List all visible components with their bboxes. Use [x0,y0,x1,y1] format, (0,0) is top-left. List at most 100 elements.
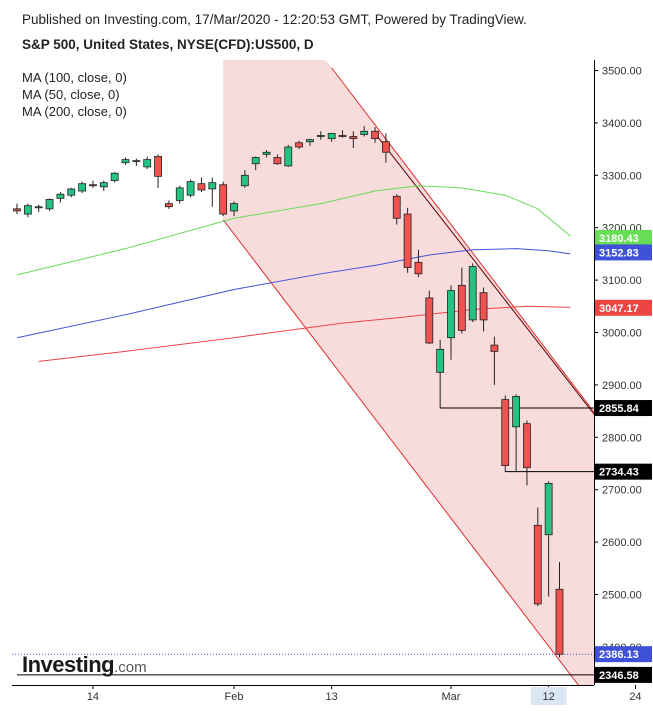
candle-10 [121,157,130,165]
candle-body [89,184,97,187]
price-tag-bg [595,229,652,246]
candle-body [338,135,347,137]
candle-5 [67,187,76,198]
channel-fill [223,60,594,685]
candle-32 [360,126,369,137]
candle-41 [457,267,466,334]
ma-line-1 [16,248,571,339]
candle-38 [425,290,434,345]
ma-line-0 [16,185,571,276]
price-tag-label: 3047.17 [599,303,639,315]
candle-22 [251,156,260,171]
y-tick-label: 3300.00 [602,170,642,182]
y-tick-label: 3100.00 [602,275,642,287]
candle-0 [13,203,21,215]
price-tag-bg [595,299,652,316]
candle-body [403,213,412,268]
candle-body [121,159,130,164]
candle-25 [284,144,293,167]
y-tick-label: 2500.00 [602,590,642,602]
candle-body [186,181,195,196]
price-tag: 2386.13 [595,646,652,663]
legend-ma200: MA (200, close, 0) [22,104,127,119]
x-tick-label: 24 [629,691,641,703]
published-note: Published on Investing.com, 17/Mar/2020 … [22,12,527,27]
candle-body [349,136,358,140]
candle-40 [447,285,455,360]
candle-34 [381,133,390,163]
x-tick-label: 12 [543,691,555,703]
x-tick-label: 14 [87,691,99,703]
candle-24 [273,154,282,165]
candle-body [154,156,162,177]
price-tag: 3152.83 [595,244,652,261]
y-tick-label: 2600.00 [602,537,642,549]
candle-body [273,157,282,165]
candle-7 [89,180,97,188]
plot-area [12,60,594,685]
price-tag-label: 2346.58 [599,670,639,682]
candle-body [436,348,445,373]
x-highlight-bg [530,687,567,705]
candle-4 [56,192,65,203]
candle-45 [501,395,510,472]
price-tag-bg [595,646,652,663]
candle-28 [316,131,325,140]
candle-42 [468,263,477,323]
candle-body [175,187,184,201]
price-tag: 3180.43 [595,229,652,246]
candle-body [56,193,65,199]
candle-body [34,206,43,209]
y-tick-label: 3400.00 [602,118,642,130]
candle-18 [208,177,217,207]
price-tag-bg [595,400,652,417]
price-tag-bg [595,666,652,683]
legend-ma100: MA (100, close, 0) [22,70,127,85]
price-tag-label: 3152.83 [599,247,639,259]
candle-body [544,483,553,536]
candle-body [251,157,260,165]
candle-body [501,399,510,466]
candle-body [99,182,108,188]
candle-body [164,203,173,208]
candle-30 [338,130,347,138]
candle-body [208,182,217,190]
x-tick-label: 13 [326,691,338,703]
y-tick-label: 3000.00 [602,328,642,340]
price-tag-label: 3180.43 [599,233,639,245]
candle-body [197,183,206,191]
candle-19 [219,181,228,217]
candle-17 [197,177,206,193]
candle-body [295,142,304,148]
candle-14 [164,200,173,209]
resistance-trendline [374,133,594,415]
candle-body [468,266,477,321]
candle-body [381,141,390,153]
price-tag: 2855.84 [595,400,652,417]
legend-ma50: MA (50, close, 0) [22,87,120,102]
candle-33 [371,127,379,143]
candle-body [67,188,76,196]
candle-35 [392,194,401,225]
candle-39 [436,339,445,408]
candle-body [425,297,434,344]
candle-20 [230,201,238,217]
price-tag-label: 2855.84 [599,403,640,415]
candle-body [219,184,228,215]
candle-body [555,588,564,655]
candle-body [414,261,423,275]
candle-16 [186,179,195,198]
candle-11 [132,158,141,166]
candle-body [45,199,54,210]
candle-body [360,130,369,135]
candle-body [512,396,520,428]
candle-body [327,132,336,140]
candle-27 [306,138,314,146]
price-tag: 2346.58 [595,666,652,683]
candle-43 [479,287,488,332]
price-tag: 2734.43 [595,463,652,480]
candle-23 [262,150,271,158]
candle-8 [99,180,108,192]
candle-body [143,159,152,168]
